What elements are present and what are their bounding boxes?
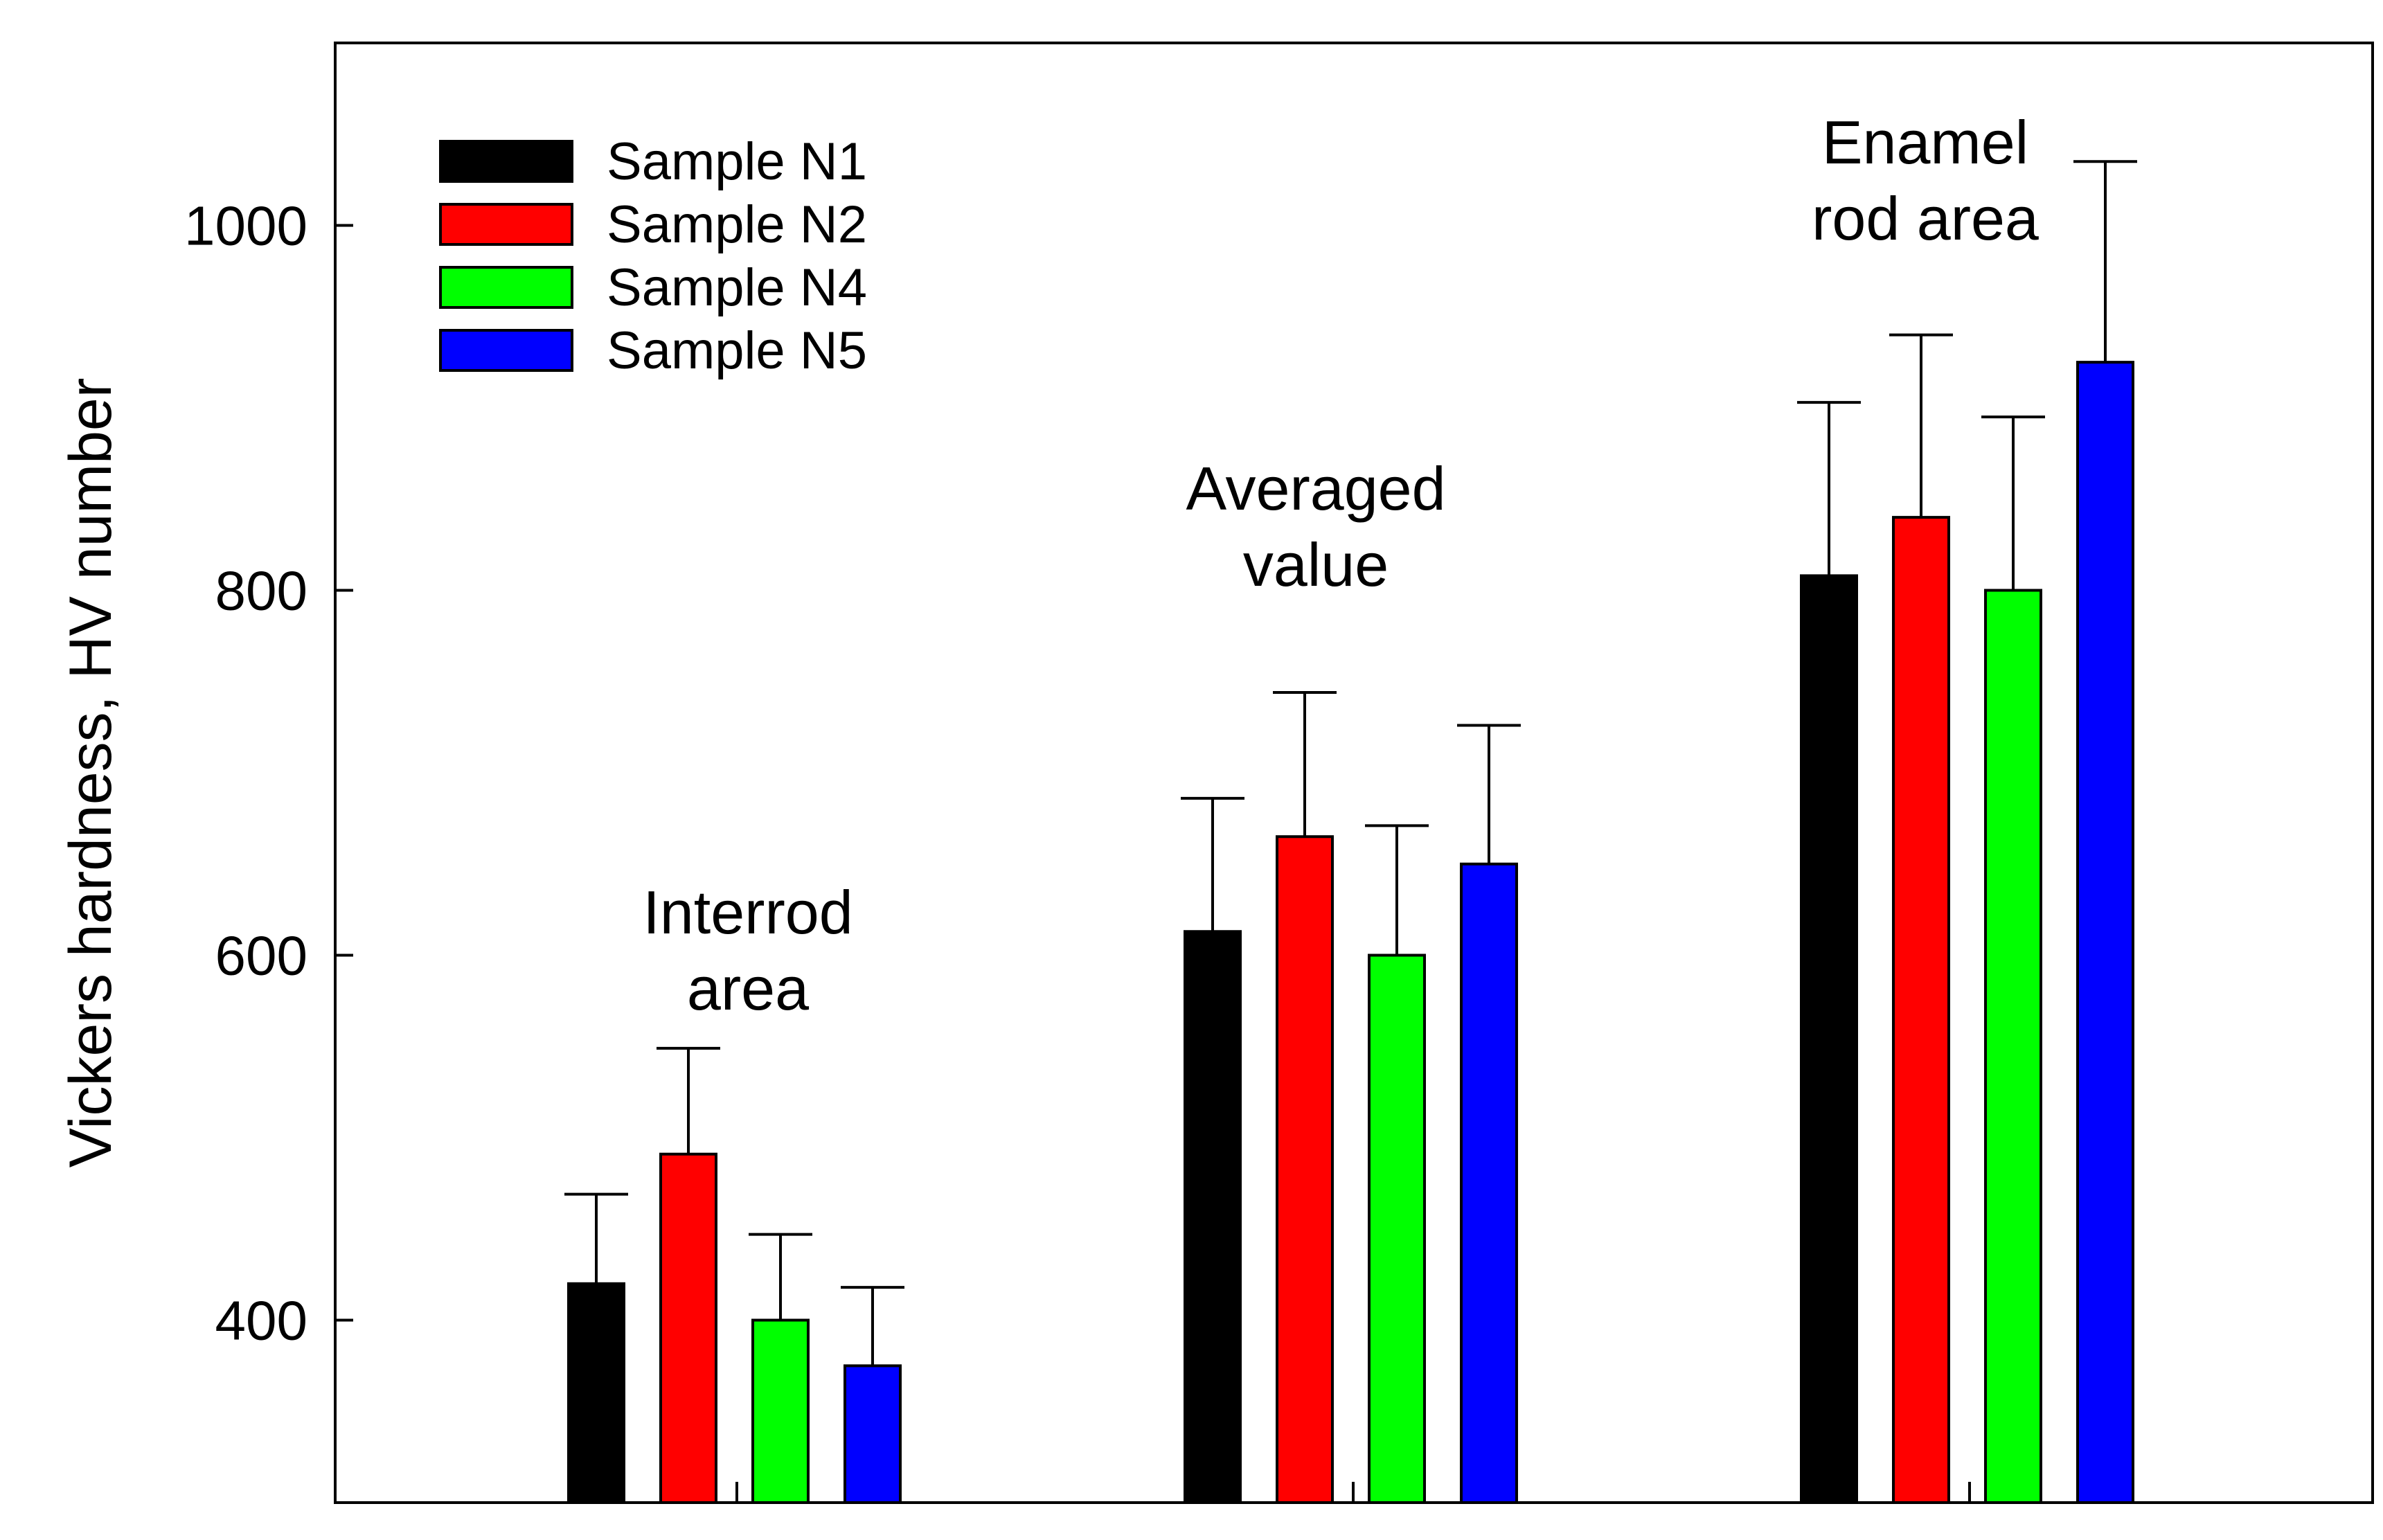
y-tick-label: 600	[215, 925, 307, 987]
group-annotation-line: area	[687, 954, 809, 1023]
group-annotation: Interrod area	[643, 878, 853, 1023]
bar-sample-n5-2	[1460, 862, 1518, 1504]
group-annotation-line: Averaged	[1186, 454, 1445, 523]
bar-sample-n1-2	[1184, 930, 1242, 1504]
y-tick-label: 800	[215, 560, 307, 622]
legend-label: Sample N4	[607, 258, 867, 317]
error-bars	[564, 160, 2137, 1366]
legend-swatch	[439, 140, 573, 183]
bar-sample-n2-1	[659, 1152, 717, 1504]
bar-sample-n5-1	[844, 1364, 902, 1504]
bar-sample-n1-3	[1800, 574, 1858, 1504]
legend-swatch	[439, 203, 573, 246]
x-axis	[735, 1482, 1971, 1503]
legend-swatch	[439, 329, 573, 372]
y-axis: 400 600 800 1000	[184, 195, 353, 1352]
y-tick-label: 400	[215, 1290, 307, 1352]
group-annotation: Enamel rod area	[1812, 108, 2039, 253]
bar-sample-n5-3	[2076, 361, 2134, 1504]
bar-sample-n4-1	[751, 1318, 810, 1504]
legend-label: Sample N2	[607, 195, 867, 254]
bar-sample-n4-3	[1984, 589, 2042, 1504]
y-axis-label: Vickers hardness, HV number	[57, 378, 124, 1168]
group-annotation-line: rod area	[1812, 184, 2039, 253]
group-annotation: Averaged value	[1186, 454, 1445, 599]
legend-label: Sample N1	[607, 132, 867, 191]
bar-sample-n2-3	[1892, 516, 1950, 1504]
bar-sample-n4-2	[1368, 953, 1426, 1504]
legend-label: Sample N5	[607, 321, 867, 380]
bar-sample-n2-2	[1276, 835, 1334, 1504]
y-tick-label: 1000	[184, 195, 307, 257]
bars	[567, 361, 2134, 1505]
group-annotation-line: Interrod	[643, 878, 853, 947]
group-annotation-line: value	[1243, 530, 1389, 599]
group-annotation-line: Enamel	[1822, 108, 2028, 177]
bar-sample-n1-1	[567, 1282, 625, 1505]
group-annotations: Interrod area Averaged value Enamel rod area	[643, 108, 2039, 1023]
legend-swatch	[439, 266, 573, 309]
